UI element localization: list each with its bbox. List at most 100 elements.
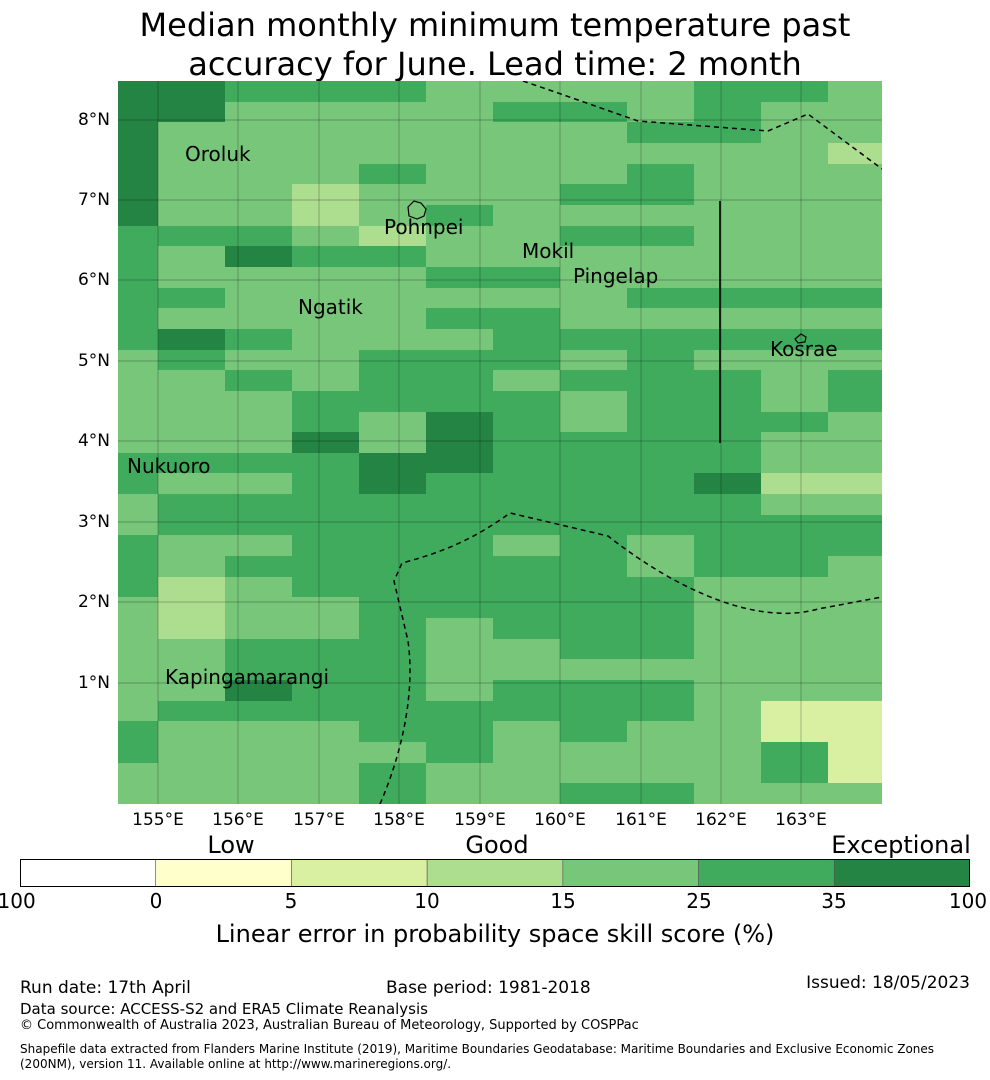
grid-cell xyxy=(292,577,360,598)
grid-cell xyxy=(225,473,293,495)
grid-cell xyxy=(560,329,628,351)
category-label-good: Good xyxy=(465,831,529,859)
grid-cell xyxy=(118,350,159,371)
grid-cell xyxy=(560,184,628,206)
grid-cell xyxy=(158,432,226,454)
grid-cell xyxy=(225,742,293,764)
grid-cell xyxy=(292,680,360,702)
tick-label-15: 15 xyxy=(550,889,576,913)
lat-label-3n: 3°N xyxy=(77,512,110,532)
grid-cell xyxy=(292,453,360,474)
grid-cell xyxy=(225,122,293,144)
grid-cell xyxy=(426,742,494,764)
grid-cell xyxy=(359,639,427,660)
grid-cell xyxy=(292,226,360,247)
grid-cell xyxy=(560,288,628,309)
grid-cell xyxy=(694,763,762,784)
grid-cell xyxy=(225,288,293,309)
grid-cell xyxy=(761,763,829,784)
grid-cell xyxy=(118,556,159,578)
lat-label-7n: 7°N xyxy=(77,190,110,210)
grid-cell xyxy=(493,350,561,371)
grid-cell xyxy=(627,267,695,289)
grid-cell xyxy=(627,618,695,640)
grid-cell xyxy=(225,81,293,103)
place-label-mokil: Mokil xyxy=(522,239,575,263)
grid-cell xyxy=(761,143,829,165)
grid-cell xyxy=(493,742,561,764)
grid-cell xyxy=(828,535,882,557)
grid-cell xyxy=(828,639,882,660)
grid-cell xyxy=(761,308,829,330)
grid-cell xyxy=(225,535,293,557)
grid-cell xyxy=(761,494,829,516)
grid-cell xyxy=(694,701,762,722)
grid-cell xyxy=(225,432,293,454)
grid-cell xyxy=(118,742,159,764)
grid-cell xyxy=(158,391,226,413)
lat-label-4n: 4°N xyxy=(77,431,110,451)
lon-label-161e: 161°E xyxy=(615,810,667,830)
copyright-notice: © Commonwealth of Australia 2023, Austra… xyxy=(20,1018,639,1033)
grid-cell xyxy=(118,577,159,598)
grid-cell xyxy=(359,81,427,103)
grid-cell xyxy=(560,618,628,640)
grid-cell xyxy=(158,205,226,227)
grid-cell xyxy=(292,597,360,619)
grid-cell xyxy=(359,164,427,185)
grid-cell xyxy=(694,81,762,103)
grid-cell xyxy=(627,143,695,165)
lon-label-163e: 163°E xyxy=(775,810,827,830)
grid-cell xyxy=(225,680,293,702)
grid-cell xyxy=(426,763,494,784)
grid-cell xyxy=(627,329,695,351)
skill-score-map xyxy=(118,81,882,804)
grid-cell xyxy=(292,350,360,371)
grid-cell xyxy=(225,226,293,247)
grid-cell xyxy=(359,618,427,640)
grid-cell xyxy=(493,205,561,227)
grid-cell xyxy=(828,246,882,268)
grid-cell xyxy=(426,453,494,474)
grid-cell xyxy=(225,763,293,784)
grid-cell xyxy=(225,246,293,268)
grid-cell xyxy=(761,164,829,185)
grid-cell xyxy=(493,618,561,640)
category-label-exceptional: Exceptional xyxy=(831,831,971,859)
grid-cell xyxy=(627,308,695,330)
lon-label-160e: 160°E xyxy=(534,810,586,830)
grid-cell xyxy=(761,473,829,495)
lat-label-8n: 8°N xyxy=(77,110,110,130)
grid-cell xyxy=(118,122,159,144)
grid-cell xyxy=(158,226,226,247)
grid-cell xyxy=(828,597,882,619)
grid-cell xyxy=(225,350,293,371)
grid-cell xyxy=(694,350,762,371)
grid-cell xyxy=(292,763,360,784)
colorbar-segments xyxy=(20,859,970,887)
grid-cell xyxy=(292,370,360,392)
grid-cell xyxy=(694,494,762,516)
grid-cell xyxy=(828,680,882,702)
grid-cell xyxy=(694,742,762,764)
grid-cell xyxy=(627,659,695,681)
grid-cell xyxy=(225,453,293,474)
grid-cell xyxy=(118,763,159,784)
grid-cell xyxy=(828,412,882,433)
grid-cell xyxy=(225,391,293,413)
grid-cell xyxy=(118,329,159,351)
grid-cell xyxy=(828,618,882,640)
grid-cell xyxy=(426,659,494,681)
grid-cell xyxy=(694,639,762,660)
grid-cell xyxy=(118,81,159,103)
grid-cell xyxy=(225,494,293,516)
grid-cell xyxy=(828,577,882,598)
colorbar-title: Linear error in probability space skill … xyxy=(215,920,775,948)
grid-cell xyxy=(627,391,695,413)
grid-cell xyxy=(359,370,427,392)
grid-cell xyxy=(292,308,360,330)
grid-cell xyxy=(627,246,695,268)
grid-cell xyxy=(694,618,762,640)
grid-cell xyxy=(828,391,882,413)
grid-cell xyxy=(426,618,494,640)
